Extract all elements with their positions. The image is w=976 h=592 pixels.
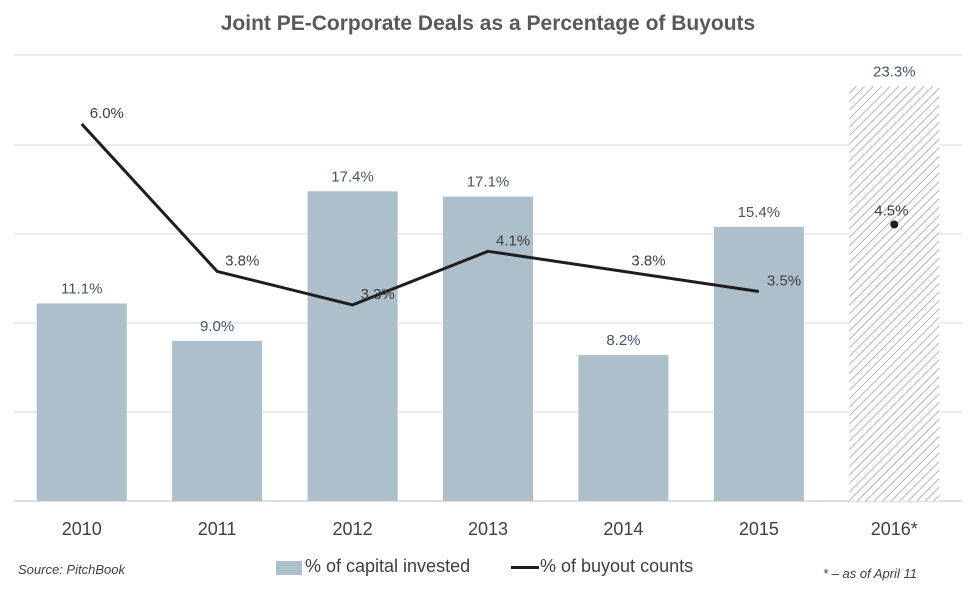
line-value-label: 3.3%	[361, 286, 395, 303]
x-tick-label: 2015	[739, 519, 779, 539]
x-tick-label: 2012	[333, 519, 373, 539]
bar	[307, 191, 398, 501]
bar-value-label: 15.4%	[738, 204, 781, 221]
line-point	[890, 220, 899, 229]
line-path	[80, 122, 760, 307]
x-tick-label: 2013	[468, 519, 508, 539]
line-series	[80, 122, 899, 307]
bar-value-label: 8.2%	[606, 332, 640, 349]
line-value-label: 3.8%	[631, 252, 665, 269]
x-tick-label: 2014	[603, 519, 643, 539]
bar	[443, 196, 533, 501]
legend-bar-swatch	[276, 561, 302, 575]
footnote: * – as of April 11	[823, 566, 917, 581]
x-tick-label: 2010	[62, 519, 102, 539]
bar	[36, 303, 127, 501]
legend-line-label: % of buyout counts	[540, 556, 694, 576]
bar	[578, 355, 669, 501]
legend: % of capital invested % of buyout counts	[0, 556, 976, 580]
data-labels: 11.1% 9.0% 17.4% 17.1% 8.2% 15.4% 23.3% 6.0% 3.8…	[61, 63, 916, 349]
line-value-label: 4.5%	[874, 203, 908, 220]
bar-value-label: 23.3%	[873, 63, 916, 80]
line-value-label: 3.8%	[225, 252, 259, 269]
x-tick-label: 2011	[198, 519, 237, 539]
legend-bar-label: % of capital invested	[305, 556, 471, 576]
chart-title: Joint PE-Corporate Deals as a Percentage…	[220, 12, 756, 35]
line-value-label: 6.0%	[90, 105, 124, 122]
bar-value-label: 11.1%	[61, 280, 102, 297]
bar	[713, 226, 804, 501]
bar-value-label: 17.4%	[331, 168, 374, 185]
x-axis-ticks: 2010 2011 2012 2013 2014 2015 2016*	[62, 519, 918, 539]
line-value-label: 3.5%	[767, 273, 801, 290]
bar	[849, 86, 940, 501]
bar-series	[36, 86, 940, 501]
legend-line-swatch	[511, 566, 539, 569]
bar-value-label: 9.0%	[200, 318, 234, 335]
line-value-label: 4.1%	[496, 232, 530, 249]
bar-value-label: 17.1%	[467, 174, 510, 191]
bar	[172, 340, 263, 501]
source-note: Source: PitchBook	[18, 562, 125, 577]
x-tick-label: 2016*	[871, 519, 918, 539]
